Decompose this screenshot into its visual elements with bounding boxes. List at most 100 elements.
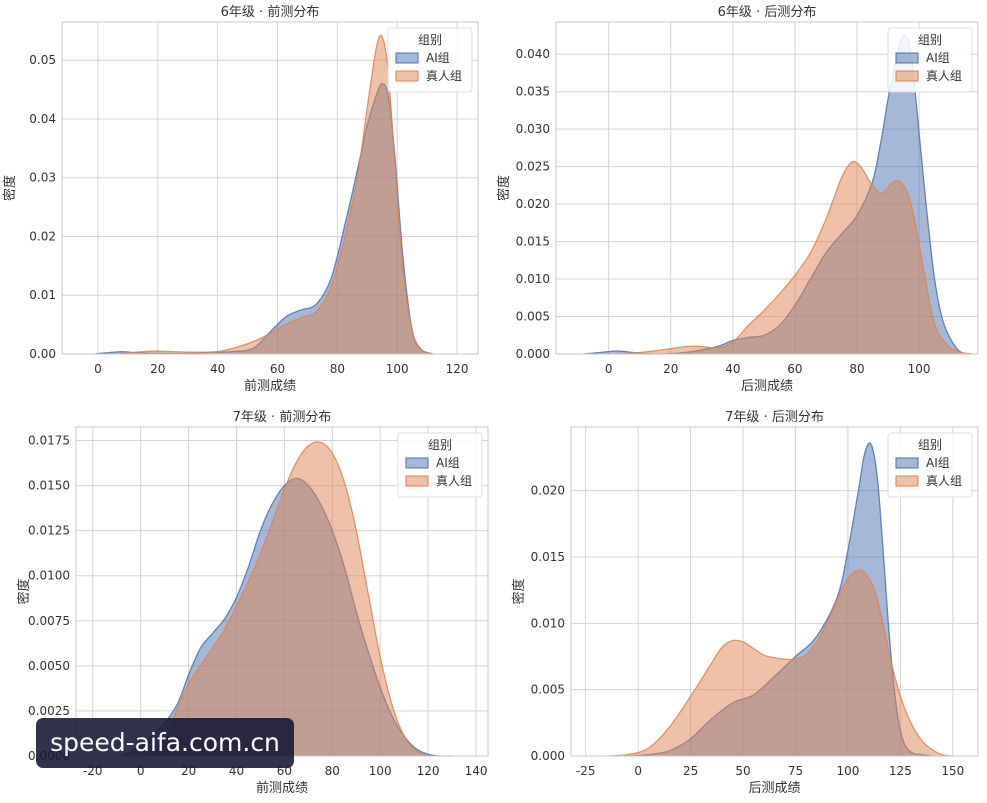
- y-axis-label: 密度: [16, 578, 32, 604]
- y-tick-label: 0.030: [516, 122, 550, 136]
- x-tick-label: 150: [941, 764, 964, 778]
- legend-swatch-ai: [895, 457, 919, 469]
- y-tick-label: 0.020: [516, 197, 550, 211]
- y-axis-label: 密度: [511, 578, 527, 604]
- density-areas: [94, 34, 434, 354]
- x-axis-label: 后测成绩: [748, 781, 800, 796]
- x-tick-label: 80: [325, 764, 340, 778]
- x-tick-label: 40: [725, 362, 740, 376]
- x-axis-label: 前测成绩: [244, 378, 296, 394]
- chart-panel-2: 0 20 40 60 80 100 0.000 0.005 0.010 0.015 0.020 0.0…: [496, 5, 979, 394]
- x-tick-label: 0: [634, 764, 642, 778]
- chart-title: 7年级 · 前测分布: [233, 409, 332, 425]
- y-tick-label: 0.0125: [28, 524, 70, 538]
- density-area-human: [606, 569, 953, 756]
- y-tick-label: 0.015: [516, 235, 550, 249]
- y-tick-label: 0.0050: [28, 659, 70, 673]
- y-tick-label: 0.035: [516, 85, 550, 99]
- x-tick-label: 100: [836, 764, 859, 778]
- x-tick-label: 100: [908, 362, 931, 376]
- x-tick-label: 60: [787, 362, 802, 376]
- density-line-human: [614, 160, 972, 354]
- x-axis-label: 后测成绩: [741, 379, 793, 394]
- y-tick-label: 0.04: [29, 112, 56, 126]
- x-tick-label: 125: [889, 764, 912, 778]
- x-tick-label: 40: [210, 362, 225, 376]
- x-tick-label: 80: [330, 362, 345, 376]
- y-tick-label: 0.03: [29, 171, 56, 185]
- legend-swatch-human: [395, 70, 419, 82]
- chart-title: 6年级 · 前测分布: [221, 4, 320, 20]
- x-tick-label: 20: [663, 362, 678, 376]
- density-areas: [121, 441, 453, 756]
- y-tick-label: 0.0075: [28, 614, 70, 628]
- density-areas: [606, 442, 953, 756]
- y-tick-label: 0.005: [531, 683, 565, 697]
- density-area-human: [140, 441, 429, 756]
- x-tick-label: 120: [417, 764, 440, 778]
- y-tick-label: 0.00: [29, 347, 56, 361]
- legend-title: 组别: [918, 33, 942, 47]
- plot-frame: [555, 21, 979, 355]
- legend-label-human: 真人组: [926, 474, 962, 488]
- y-tick-label: 0.02: [29, 229, 56, 243]
- y-tick-label: 0.0150: [28, 479, 70, 493]
- legend-swatch-human: [405, 475, 429, 487]
- legend-swatch-ai: [405, 457, 429, 469]
- legend-label-ai: AI组: [926, 456, 950, 470]
- y-tick-label: 0.0100: [28, 569, 70, 583]
- legend-swatch-human: [895, 475, 919, 487]
- legend-label-ai: AI组: [926, 51, 950, 65]
- x-tick-label: 75: [788, 764, 803, 778]
- x-tick-label: 25: [683, 764, 698, 778]
- density-area-human: [106, 35, 431, 354]
- chart-title: 7年级 · 后测分布: [725, 410, 824, 425]
- legend-label-ai: AI组: [436, 456, 460, 470]
- density-line-human: [140, 441, 429, 756]
- y-tick-label: 0.010: [516, 272, 550, 286]
- x-tick-label: 0: [94, 362, 102, 376]
- x-tick-label: 100: [369, 764, 392, 778]
- x-tick-label: 100: [386, 362, 409, 376]
- density-line-human: [606, 569, 953, 756]
- x-tick-label: 60: [270, 362, 285, 376]
- x-tick-label: 50: [735, 764, 750, 778]
- chart-panel-4: -25 0 25 50 75 100 125 150 0.000 0.005 0.010 0.015 0…: [511, 410, 979, 796]
- y-tick-label: 0.01: [29, 288, 56, 302]
- y-tick-label: 0.0175: [28, 434, 70, 448]
- y-tick-label: 0.000: [531, 749, 565, 763]
- legend-label-human: 真人组: [436, 474, 472, 488]
- plot-frame: [61, 21, 479, 355]
- legend-title: 组别: [918, 438, 942, 452]
- x-tick-label: 140: [465, 764, 488, 778]
- chart-panel-1: 0 20 40 60 80 100 120 0.00 0.01 0.02 0.03 0.04 0.05 6…: [2, 4, 479, 394]
- density-line-human: [106, 34, 431, 354]
- y-axis-label: 密度: [496, 175, 512, 201]
- y-tick-label: 0.040: [516, 47, 550, 61]
- x-tick-label: 0: [605, 362, 613, 376]
- density-area-human: [615, 161, 972, 354]
- legend-title: 组别: [428, 438, 452, 452]
- legend-swatch-ai: [395, 52, 419, 64]
- watermark: speed-aifa.com.cn: [36, 718, 294, 768]
- legend-title: 组别: [418, 33, 442, 47]
- y-tick-label: 0.015: [531, 550, 565, 564]
- y-tick-label: 0.020: [531, 484, 565, 498]
- chart-panel-3: -200204060801001201400.00000.00250.00500…: [16, 409, 489, 796]
- legend-label-human: 真人组: [926, 69, 962, 83]
- x-tick-label: 80: [849, 362, 864, 376]
- legend-label-ai: AI组: [426, 51, 450, 65]
- x-axis-label: 前测成绩: [256, 780, 308, 796]
- y-tick-label: 0.05: [29, 53, 56, 67]
- x-tick-label: 120: [446, 362, 469, 376]
- y-tick-label: 0.005: [516, 310, 550, 324]
- x-tick-label: 20: [150, 362, 165, 376]
- y-tick-label: 0.025: [516, 160, 550, 174]
- y-axis-label: 密度: [2, 175, 18, 201]
- y-tick-label: 0.0025: [28, 704, 70, 718]
- plot-frame: [570, 426, 979, 757]
